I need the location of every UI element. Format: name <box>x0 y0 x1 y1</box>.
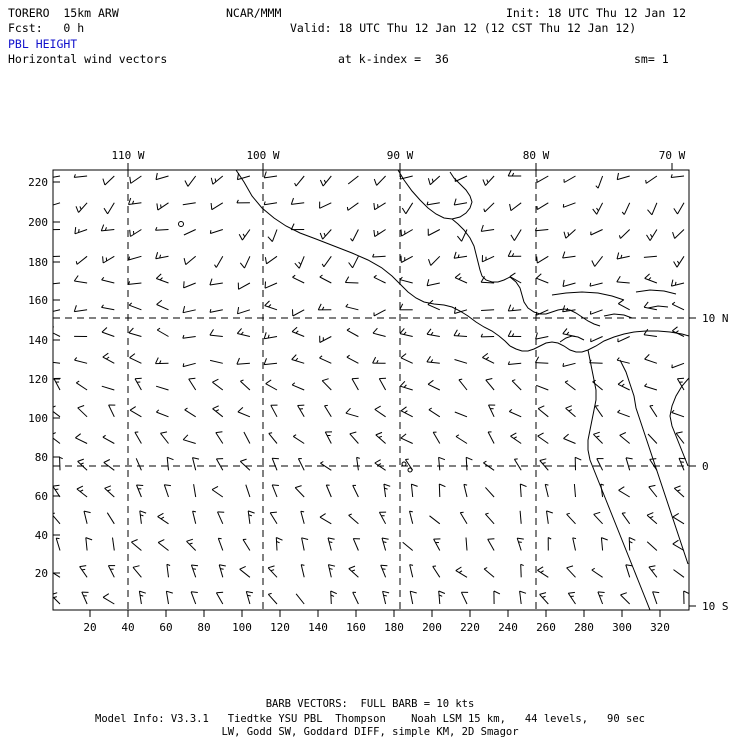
right-axis-labels: 10 N 0 10 S <box>702 312 729 613</box>
right-axis-ticks <box>689 317 696 607</box>
svg-text:120: 120 <box>28 373 48 386</box>
top-axis-labels: 110 W 100 W 90 W 80 W 70 W <box>111 149 685 162</box>
header-valid: Valid: 18 UTC Thu 12 Jan 12 (12 CST Thu … <box>290 21 637 35</box>
x-axis-labels: 20 40 60 80 100 120 140 160 180 200 220 240 26… <box>83 621 670 634</box>
svg-text:320: 320 <box>650 621 670 634</box>
header-subtitle: Horizontal wind vectors <box>8 52 168 66</box>
svg-text:90 W: 90 W <box>387 149 414 162</box>
svg-text:160: 160 <box>28 294 48 307</box>
footer-physics-info: LW, Godd SW, Goddard DIFF, simple KM, 2D… <box>221 726 519 738</box>
header-sm: sm= 1 <box>634 52 669 66</box>
svg-text:280: 280 <box>574 621 594 634</box>
y-axis-ticks <box>53 181 60 574</box>
svg-text:160: 160 <box>346 621 366 634</box>
svg-text:220: 220 <box>28 176 48 189</box>
top-axis-ticks <box>127 163 673 170</box>
svg-text:220: 220 <box>460 621 480 634</box>
svg-text:40: 40 <box>35 529 48 542</box>
svg-text:200: 200 <box>28 216 48 229</box>
svg-text:100: 100 <box>232 621 252 634</box>
wind-barbs <box>53 170 689 605</box>
y-axis-labels: 220 200 180 160 140 120 100 80 60 40 20 <box>28 176 48 580</box>
plot-frame <box>52 169 690 611</box>
svg-text:200: 200 <box>422 621 442 634</box>
svg-text:20: 20 <box>35 567 48 580</box>
svg-text:60: 60 <box>159 621 172 634</box>
svg-text:120: 120 <box>270 621 290 634</box>
svg-text:40: 40 <box>121 621 134 634</box>
svg-text:10 N: 10 N <box>702 312 729 325</box>
svg-text:80: 80 <box>197 621 210 634</box>
gridlines <box>53 170 689 610</box>
header-field: PBL HEIGHT <box>8 37 78 51</box>
svg-text:80 W: 80 W <box>523 149 550 162</box>
svg-text:0: 0 <box>702 460 709 473</box>
svg-text:300: 300 <box>612 621 632 634</box>
header-model: TORERO 15km ARW <box>8 6 119 20</box>
svg-text:260: 260 <box>536 621 556 634</box>
svg-text:70 W: 70 W <box>659 149 686 162</box>
header-kindex: at k-index = 36 <box>338 52 449 66</box>
header-center: NCAR/MMM <box>226 6 282 20</box>
svg-text:60: 60 <box>35 490 48 503</box>
x-axis-ticks <box>89 610 661 617</box>
svg-text:100: 100 <box>28 412 48 425</box>
svg-text:240: 240 <box>498 621 518 634</box>
svg-text:20: 20 <box>83 621 96 634</box>
svg-text:140: 140 <box>28 334 48 347</box>
header-init: Init: 18 UTC Thu 12 Jan 12 <box>506 6 687 20</box>
header-fcst: Fcst: 0 h <box>8 21 85 35</box>
svg-text:180: 180 <box>384 621 404 634</box>
footer-model-info: Model Info: V3.3.1 Tiedtke YSU PBL Thomp… <box>95 713 645 725</box>
svg-text:100 W: 100 W <box>246 149 279 162</box>
svg-text:140: 140 <box>308 621 328 634</box>
svg-text:80: 80 <box>35 451 48 464</box>
svg-text:10 S: 10 S <box>702 600 729 613</box>
svg-text:110 W: 110 W <box>111 149 144 162</box>
svg-text:180: 180 <box>28 256 48 269</box>
footer-barb-legend: BARB VECTORS: FULL BARB = 10 kts <box>265 698 475 710</box>
